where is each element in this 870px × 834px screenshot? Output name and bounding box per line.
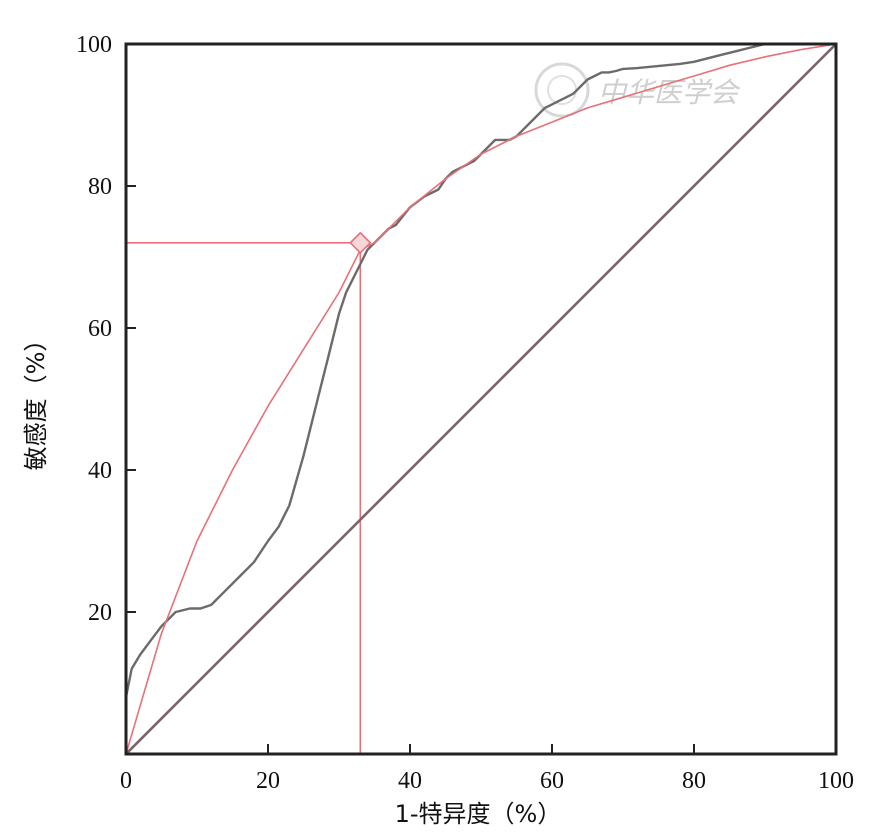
x-tick-label: 40 [398,768,422,794]
plot-area [124,42,838,756]
watermark-text: 中华医学会 [598,76,741,109]
y-axis: 20 40 60 80 100 [76,32,136,626]
plot-frame [124,42,838,756]
x-tick-label: 20 [256,768,280,794]
y-tick-label: 20 [88,600,112,626]
y-tick-label: 40 [88,458,112,484]
x-tick-label: 100 [818,768,854,794]
watermark: 中华医学会 [534,62,741,118]
optimal-cutoff-marker [349,231,372,254]
y-tick-label: 100 [76,32,112,58]
x-tick-label: 0 [120,768,132,794]
x-tick-label: 80 [682,768,706,794]
watermark-seal-icon [534,62,590,118]
empirical-roc-line [124,42,788,699]
y-axis-title: 敏感度（%） [22,328,50,471]
y-tick-label: 80 [88,174,112,200]
x-tick-label: 60 [540,768,564,794]
y-tick-label: 60 [88,316,112,342]
reference-roc-line [124,42,838,756]
x-axis: 0 20 40 60 80 100 [120,744,854,794]
x-axis-title: 1-特异度（%） [395,800,562,828]
fitted-roc-line [125,43,837,755]
